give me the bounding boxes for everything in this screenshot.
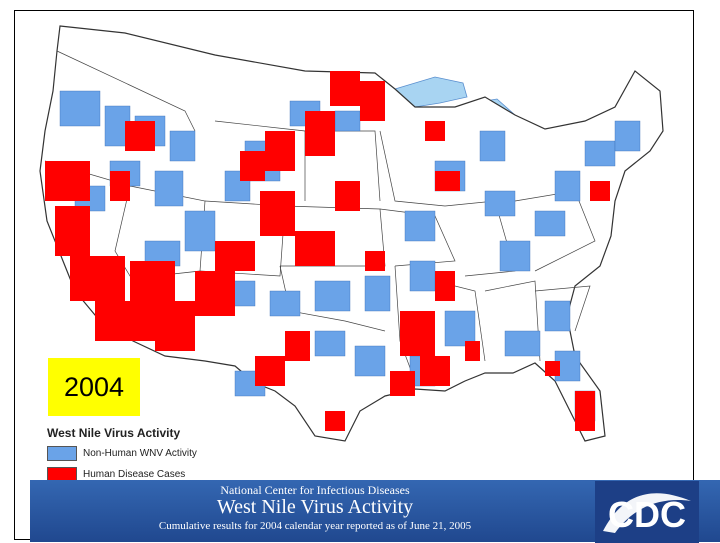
- legend-swatch-nonhuman: [47, 446, 77, 461]
- banner-line3: Cumulative results for 2004 calendar yea…: [158, 520, 472, 532]
- legend: West Nile Virus Activity Non-Human WNV A…: [47, 426, 197, 488]
- banner-line2: West Nile Virus Activity: [216, 496, 414, 518]
- legend-label-human: Human Disease Cases: [83, 469, 186, 480]
- map-frame: 2004 West Nile Virus Activity Non-Human …: [14, 10, 694, 540]
- legend-title: West Nile Virus Activity: [47, 426, 181, 440]
- year-label: 2004: [63, 371, 125, 402]
- nonhuman-activity-areas: [59, 90, 641, 422]
- human-case-areas: [45, 71, 610, 431]
- banner-line1: National Center for Infectious Diseases: [220, 483, 410, 497]
- year-badge: 2004: [48, 358, 140, 416]
- cdc-logo: CDC: [595, 481, 699, 543]
- legend-item-nonhuman: Non-Human WNV Activity: [47, 446, 197, 461]
- cdc-logo-text: CDC: [608, 494, 686, 535]
- legend-label-nonhuman: Non-Human WNV Activity: [83, 448, 197, 459]
- banner-text: National Center for Infectious Diseases …: [30, 480, 600, 542]
- title-banner: National Center for Infectious Diseases …: [30, 480, 720, 543]
- us-county-map: [39, 25, 664, 442]
